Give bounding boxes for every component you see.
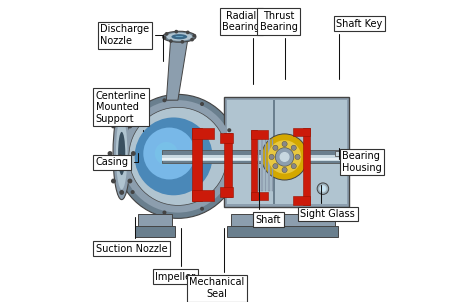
- Text: Impeller: Impeller: [155, 228, 195, 282]
- FancyBboxPatch shape: [227, 100, 346, 204]
- Ellipse shape: [118, 132, 125, 175]
- Text: Sight Glass: Sight Glass: [301, 185, 355, 219]
- Circle shape: [291, 164, 296, 169]
- Circle shape: [191, 38, 193, 41]
- Circle shape: [128, 179, 132, 183]
- Ellipse shape: [116, 117, 128, 190]
- Circle shape: [175, 31, 177, 33]
- Circle shape: [165, 33, 168, 35]
- FancyBboxPatch shape: [261, 139, 263, 191]
- Circle shape: [321, 187, 325, 191]
- Circle shape: [275, 148, 294, 166]
- Circle shape: [163, 98, 166, 102]
- FancyBboxPatch shape: [303, 127, 310, 205]
- FancyBboxPatch shape: [137, 214, 172, 227]
- Circle shape: [122, 100, 234, 213]
- Text: Suction Nozzle: Suction Nozzle: [96, 217, 167, 254]
- FancyBboxPatch shape: [272, 139, 273, 191]
- Circle shape: [181, 41, 183, 43]
- FancyBboxPatch shape: [224, 97, 349, 207]
- Circle shape: [268, 140, 301, 174]
- Circle shape: [131, 190, 135, 194]
- Circle shape: [273, 145, 278, 150]
- FancyBboxPatch shape: [192, 127, 202, 201]
- Text: Thrust
Bearing: Thrust Bearing: [260, 11, 298, 79]
- Ellipse shape: [113, 108, 130, 200]
- Circle shape: [163, 37, 165, 39]
- Polygon shape: [166, 38, 188, 100]
- Text: Bearing
Housing: Bearing Housing: [339, 148, 382, 173]
- FancyBboxPatch shape: [346, 152, 353, 161]
- Circle shape: [108, 152, 112, 155]
- FancyBboxPatch shape: [251, 130, 257, 200]
- Circle shape: [128, 124, 132, 128]
- Circle shape: [291, 145, 296, 150]
- Circle shape: [193, 34, 195, 37]
- Text: Casing: Casing: [96, 153, 137, 167]
- Circle shape: [143, 127, 195, 179]
- Circle shape: [132, 152, 135, 155]
- Circle shape: [163, 210, 166, 214]
- FancyBboxPatch shape: [192, 127, 214, 139]
- Circle shape: [116, 95, 240, 218]
- FancyBboxPatch shape: [220, 187, 233, 197]
- Circle shape: [227, 181, 231, 185]
- FancyBboxPatch shape: [162, 158, 352, 160]
- FancyBboxPatch shape: [162, 150, 352, 163]
- FancyBboxPatch shape: [273, 100, 275, 204]
- Circle shape: [269, 154, 274, 159]
- Circle shape: [317, 183, 328, 194]
- Circle shape: [319, 185, 327, 192]
- Ellipse shape: [163, 31, 196, 42]
- Circle shape: [112, 179, 115, 183]
- FancyBboxPatch shape: [268, 139, 270, 191]
- Text: Mechanical
Seal: Mechanical Seal: [189, 228, 245, 299]
- Circle shape: [273, 164, 278, 169]
- Text: Discharge
Nozzle: Discharge Nozzle: [100, 24, 164, 61]
- Circle shape: [120, 191, 123, 194]
- FancyBboxPatch shape: [162, 155, 352, 161]
- Circle shape: [112, 124, 115, 128]
- Ellipse shape: [172, 34, 187, 39]
- Text: Radial
Bearing: Radial Bearing: [222, 11, 260, 85]
- Circle shape: [129, 108, 227, 205]
- Circle shape: [227, 128, 231, 132]
- FancyBboxPatch shape: [293, 196, 310, 205]
- Circle shape: [170, 40, 172, 42]
- FancyBboxPatch shape: [122, 146, 179, 166]
- Text: Shaft Key: Shaft Key: [337, 19, 383, 79]
- Circle shape: [120, 113, 123, 116]
- Text: Centerline
Mounted
Support: Centerline Mounted Support: [96, 91, 146, 130]
- FancyBboxPatch shape: [293, 127, 310, 136]
- FancyBboxPatch shape: [264, 139, 266, 191]
- Text: Shaft: Shaft: [256, 168, 281, 225]
- FancyBboxPatch shape: [224, 133, 232, 197]
- FancyBboxPatch shape: [192, 190, 214, 201]
- Circle shape: [131, 119, 135, 123]
- Circle shape: [262, 134, 308, 180]
- FancyBboxPatch shape: [335, 151, 346, 156]
- Circle shape: [282, 167, 287, 172]
- Circle shape: [155, 142, 178, 165]
- FancyBboxPatch shape: [220, 133, 233, 143]
- FancyBboxPatch shape: [258, 139, 259, 191]
- Ellipse shape: [166, 33, 192, 41]
- Circle shape: [280, 153, 289, 161]
- FancyBboxPatch shape: [251, 191, 268, 200]
- FancyBboxPatch shape: [251, 130, 268, 139]
- Circle shape: [200, 102, 204, 106]
- Circle shape: [200, 207, 204, 211]
- Circle shape: [295, 154, 300, 159]
- FancyBboxPatch shape: [231, 214, 335, 227]
- Circle shape: [135, 117, 212, 195]
- Circle shape: [187, 31, 189, 34]
- FancyBboxPatch shape: [135, 226, 175, 237]
- Circle shape: [282, 141, 287, 146]
- FancyBboxPatch shape: [227, 226, 338, 237]
- Circle shape: [118, 154, 122, 159]
